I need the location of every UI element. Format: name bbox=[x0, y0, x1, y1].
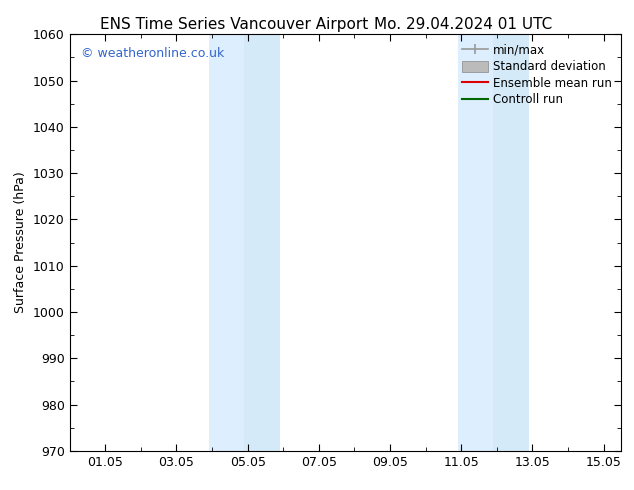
Y-axis label: Surface Pressure (hPa): Surface Pressure (hPa) bbox=[15, 172, 27, 314]
Text: ENS Time Series Vancouver Airport: ENS Time Series Vancouver Airport bbox=[100, 17, 369, 32]
Text: © weatheronline.co.uk: © weatheronline.co.uk bbox=[81, 47, 224, 60]
Text: Mo. 29.04.2024 01 UTC: Mo. 29.04.2024 01 UTC bbox=[373, 17, 552, 32]
Legend: min/max, Standard deviation, Ensemble mean run, Controll run: min/max, Standard deviation, Ensemble me… bbox=[459, 40, 616, 110]
Bar bbox=[209, 34, 244, 451]
Bar bbox=[493, 34, 529, 451]
Bar bbox=[458, 34, 493, 451]
Bar bbox=[244, 34, 280, 451]
